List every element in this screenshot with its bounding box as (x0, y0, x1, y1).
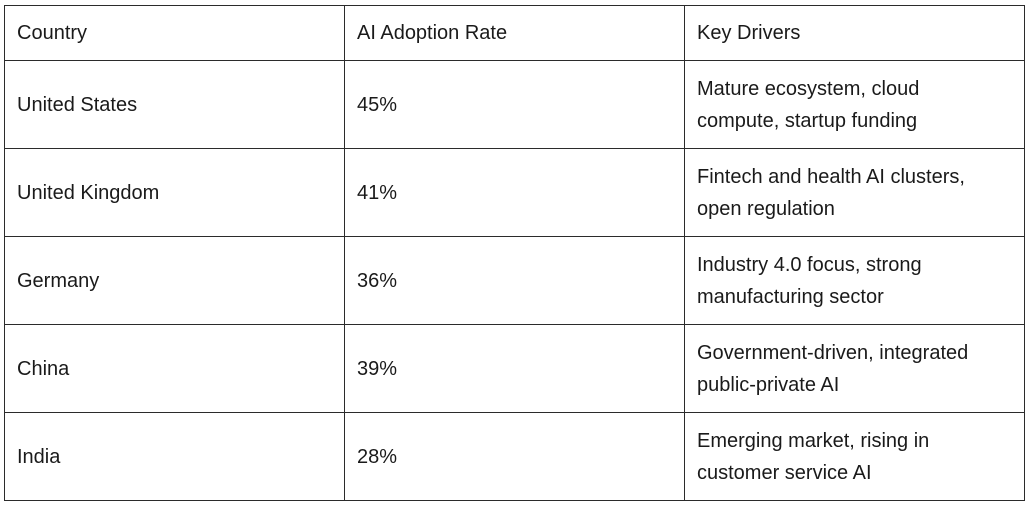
header-key-drivers: Key Drivers (684, 5, 1025, 61)
table-row: United States 45% Mature ecosystem, clou… (4, 60, 1025, 149)
drivers-text: Government-driven, integrated public-pri… (697, 341, 969, 396)
adoption-table-container: Country AI Adoption Rate Key Drivers Uni… (4, 5, 1025, 501)
cell-drivers: Mature ecosystem, cloud compute, startup… (684, 60, 1025, 149)
table-row: Germany 36% Industry 4.0 focus, strong m… (4, 236, 1025, 325)
table-header-row: Country AI Adoption Rate Key Drivers (4, 5, 1025, 61)
cell-drivers: Emerging market, rising in customer serv… (684, 412, 1025, 501)
cell-rate: 41% (344, 148, 685, 237)
drivers-text: Emerging market, rising in customer serv… (697, 429, 930, 484)
cell-drivers: Industry 4.0 focus, strong manufacturing… (684, 236, 1025, 325)
adoption-table: Country AI Adoption Rate Key Drivers Uni… (4, 5, 1025, 501)
cell-country: United Kingdom (4, 148, 345, 237)
cell-country: United States (4, 60, 345, 149)
cell-drivers: Fintech and health AI clusters, open reg… (684, 148, 1025, 237)
cell-country: Germany (4, 236, 345, 325)
table-row: India 28% Emerging market, rising in cus… (4, 412, 1025, 501)
cell-rate: 39% (344, 324, 685, 413)
header-country: Country (4, 5, 345, 61)
cell-drivers: Government-driven, integrated public-pri… (684, 324, 1025, 413)
table-row: United Kingdom 41% Fintech and health AI… (4, 148, 1025, 237)
drivers-text: Fintech and health AI clusters, open reg… (697, 165, 965, 220)
cell-rate: 36% (344, 236, 685, 325)
drivers-text: Industry 4.0 focus, strong manufacturing… (697, 253, 922, 308)
cell-rate: 28% (344, 412, 685, 501)
table-row: China 39% Government-driven, integrated … (4, 324, 1025, 413)
cell-country: India (4, 412, 345, 501)
drivers-text: Mature ecosystem, cloud compute, startup… (697, 77, 920, 132)
header-adoption-rate: AI Adoption Rate (344, 5, 685, 61)
cell-rate: 45% (344, 60, 685, 149)
cell-country: China (4, 324, 345, 413)
